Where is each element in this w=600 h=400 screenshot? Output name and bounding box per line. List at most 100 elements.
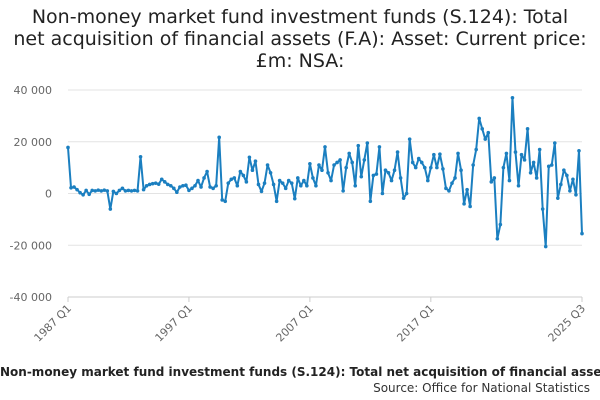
data-point[interactable] xyxy=(120,186,125,191)
data-point[interactable] xyxy=(102,188,107,192)
data-point[interactable] xyxy=(480,127,485,131)
data-point[interactable] xyxy=(395,150,400,154)
data-point[interactable] xyxy=(495,236,500,241)
data-point[interactable] xyxy=(96,188,101,192)
data-point[interactable] xyxy=(556,196,560,200)
data-point[interactable] xyxy=(295,176,300,180)
data-point[interactable] xyxy=(426,178,430,183)
data-point[interactable] xyxy=(404,191,409,196)
data-point[interactable] xyxy=(335,160,339,165)
data-point[interactable] xyxy=(299,183,303,188)
data-point[interactable] xyxy=(226,181,231,185)
data-point[interactable] xyxy=(353,183,358,188)
data-point[interactable] xyxy=(217,135,221,140)
data-point[interactable] xyxy=(432,152,436,157)
data-point[interactable] xyxy=(178,185,182,189)
data-point[interactable] xyxy=(320,168,324,173)
data-point[interactable] xyxy=(126,188,131,193)
data-point[interactable] xyxy=(84,188,88,193)
data-point[interactable] xyxy=(537,147,542,152)
data-point[interactable] xyxy=(368,199,373,204)
data-point[interactable] xyxy=(199,185,203,189)
data-point[interactable] xyxy=(540,207,545,211)
data-point[interactable] xyxy=(314,183,318,188)
data-point[interactable] xyxy=(244,180,249,184)
data-point[interactable] xyxy=(329,178,333,183)
data-point[interactable] xyxy=(311,176,315,180)
data-point[interactable] xyxy=(323,145,327,149)
data-point[interactable] xyxy=(347,151,351,156)
data-point[interactable] xyxy=(350,160,355,165)
data-point[interactable] xyxy=(172,186,176,191)
data-point[interactable] xyxy=(135,189,140,193)
data-point[interactable] xyxy=(465,187,469,192)
data-point[interactable] xyxy=(549,163,554,167)
data-point[interactable] xyxy=(444,186,448,191)
data-point[interactable] xyxy=(389,178,394,183)
data-point[interactable] xyxy=(129,189,134,193)
data-point[interactable] xyxy=(247,155,252,160)
data-point[interactable] xyxy=(238,169,243,174)
data-point[interactable] xyxy=(543,244,548,249)
data-point[interactable] xyxy=(205,169,209,174)
data-point[interactable] xyxy=(429,165,433,170)
data-point[interactable] xyxy=(302,178,306,183)
data-point[interactable] xyxy=(132,188,137,193)
data-point[interactable] xyxy=(78,190,82,195)
data-point[interactable] xyxy=(150,181,155,186)
data-point[interactable] xyxy=(383,168,388,173)
data-point[interactable] xyxy=(498,222,503,227)
data-point[interactable] xyxy=(81,192,85,197)
data-point[interactable] xyxy=(456,151,460,156)
data-point[interactable] xyxy=(202,176,206,180)
data-point[interactable] xyxy=(453,176,457,180)
data-point[interactable] xyxy=(138,154,143,159)
data-point[interactable] xyxy=(308,161,312,166)
data-point[interactable] xyxy=(507,178,512,183)
data-point[interactable] xyxy=(229,177,234,182)
data-point[interactable] xyxy=(519,152,524,157)
data-point[interactable] xyxy=(184,183,188,188)
data-point[interactable] xyxy=(235,183,240,188)
data-point[interactable] xyxy=(190,186,194,191)
data-point[interactable] xyxy=(332,163,336,167)
data-point[interactable] xyxy=(223,199,228,204)
data-point[interactable] xyxy=(504,151,509,156)
data-point[interactable] xyxy=(268,171,273,175)
data-point[interactable] xyxy=(211,186,215,191)
data-point[interactable] xyxy=(317,163,321,167)
data-point[interactable] xyxy=(283,186,288,191)
data-point[interactable] xyxy=(401,196,406,200)
data-point[interactable] xyxy=(516,183,521,188)
data-point[interactable] xyxy=(534,176,539,180)
data-point[interactable] xyxy=(531,160,536,165)
data-point[interactable] xyxy=(580,231,584,236)
data-point[interactable] xyxy=(468,204,472,209)
data-point[interactable] xyxy=(105,189,110,193)
data-point[interactable] xyxy=(577,149,581,153)
data-point[interactable] xyxy=(462,202,466,206)
data-point[interactable] xyxy=(326,171,330,175)
data-point[interactable] xyxy=(522,158,527,162)
data-point[interactable] xyxy=(241,173,246,178)
data-point[interactable] xyxy=(416,156,421,161)
data-point[interactable] xyxy=(407,137,412,141)
data-point[interactable] xyxy=(371,173,376,178)
data-point[interactable] xyxy=(87,192,91,197)
data-point[interactable] xyxy=(144,183,149,188)
data-point[interactable] xyxy=(108,207,113,211)
data-point[interactable] xyxy=(69,186,73,190)
data-point[interactable] xyxy=(386,171,391,175)
data-point[interactable] xyxy=(447,189,451,193)
data-point[interactable] xyxy=(66,145,70,150)
data-point[interactable] xyxy=(574,192,578,197)
data-point[interactable] xyxy=(459,168,463,173)
data-point[interactable] xyxy=(280,181,285,185)
data-point[interactable] xyxy=(175,190,179,195)
data-point[interactable] xyxy=(528,171,533,175)
data-point[interactable] xyxy=(162,180,167,184)
data-point[interactable] xyxy=(187,188,191,193)
data-point[interactable] xyxy=(565,173,569,178)
data-point[interactable] xyxy=(72,185,76,189)
data-point[interactable] xyxy=(552,141,557,145)
